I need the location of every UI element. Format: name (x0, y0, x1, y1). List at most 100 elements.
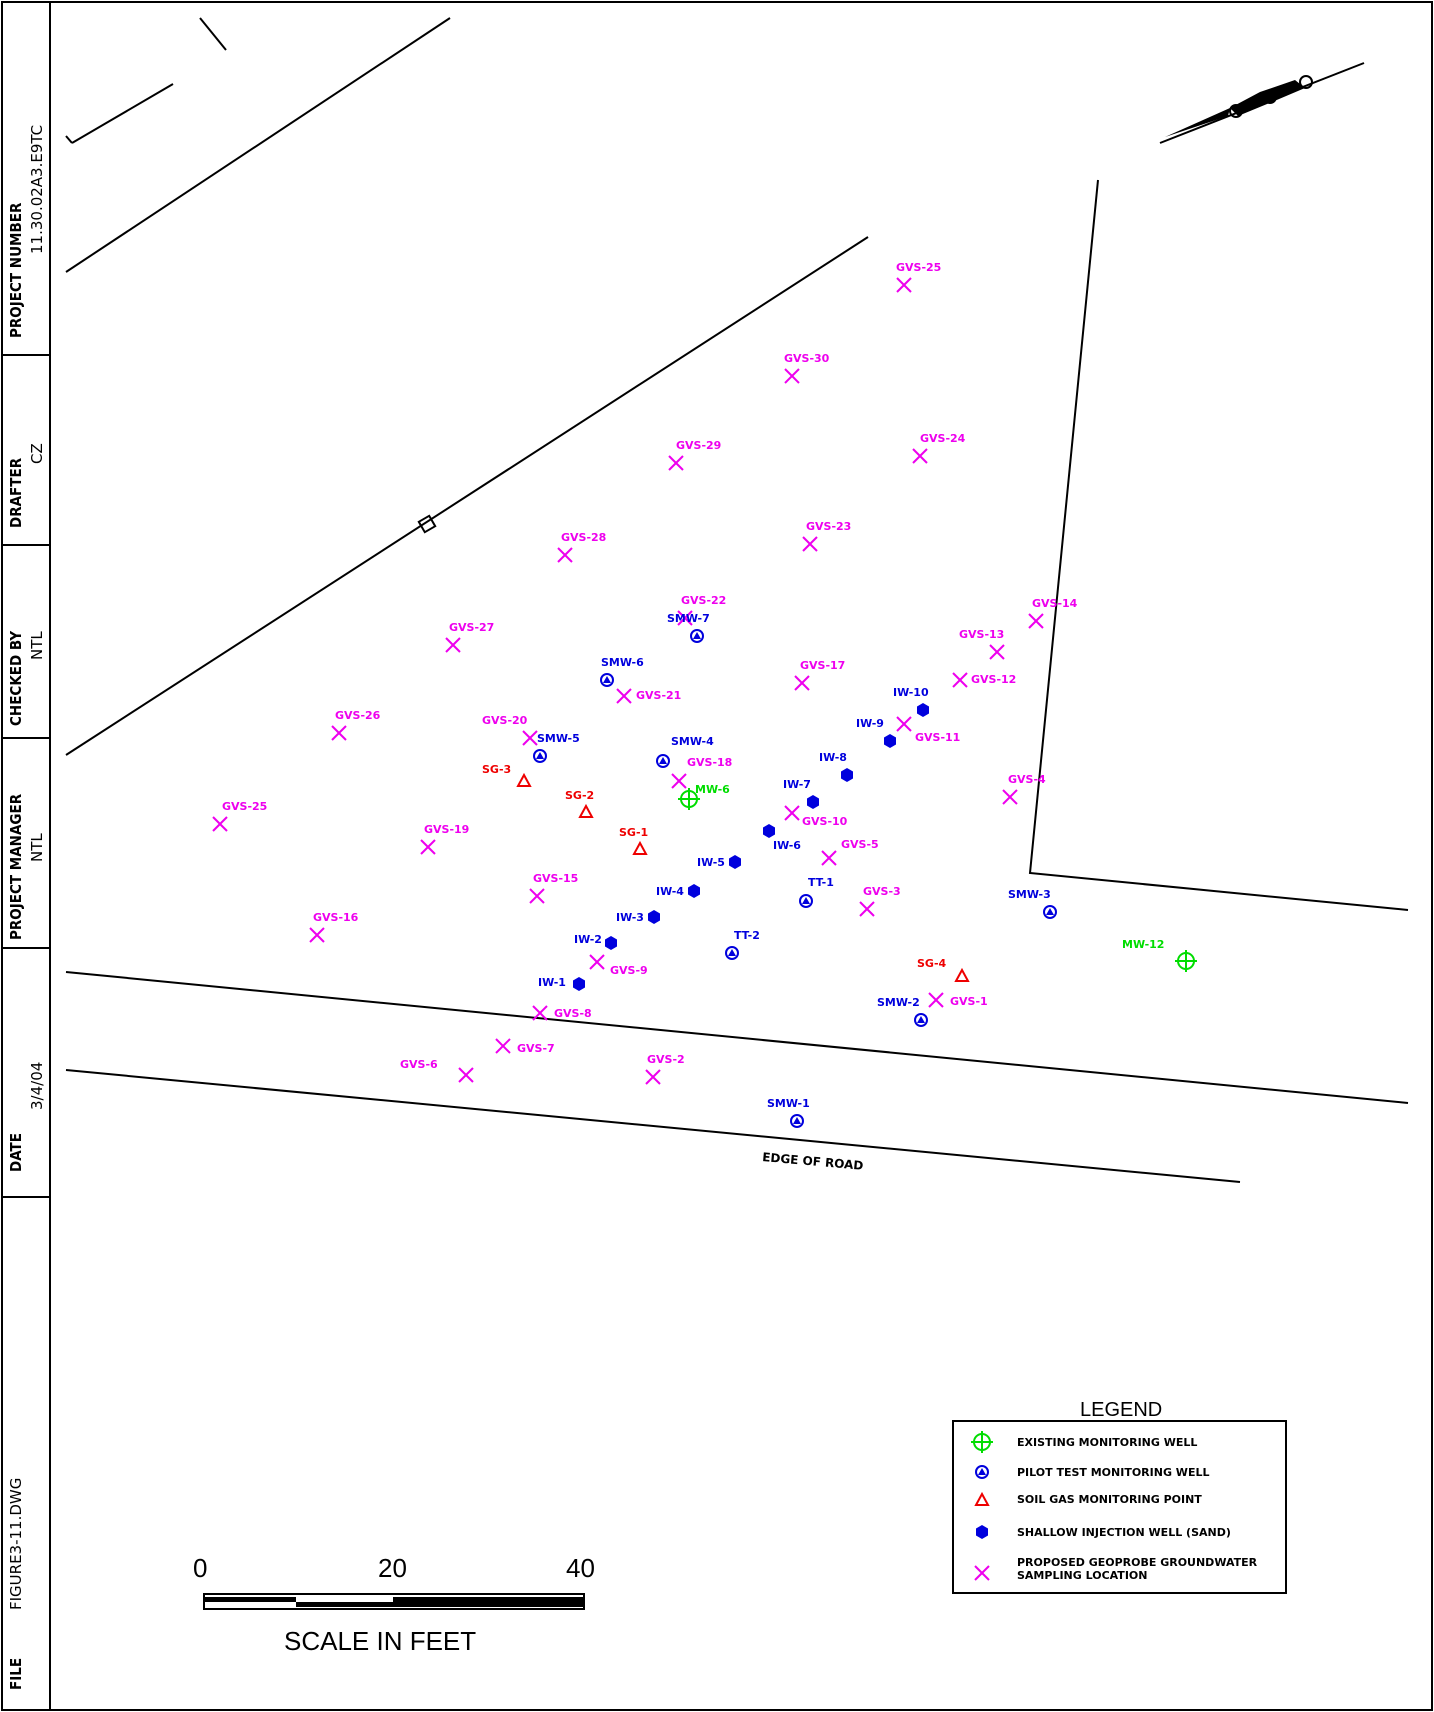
legend-item-label: PROPOSED GEOPROBE GROUNDWATER (1017, 1556, 1258, 1569)
groundwater-sample-marker (671, 773, 687, 789)
soil-gas-label: SG-4 (917, 957, 947, 970)
groundwater-sample-label: GVS-8 (554, 1007, 592, 1020)
groundwater-sample-label: GVS-4 (1008, 773, 1046, 786)
groundwater-sample-marker (912, 448, 928, 464)
date-label: DATE (7, 1133, 25, 1172)
groundwater-sample-marker (794, 675, 810, 691)
scale-bar: 0 20 40 SCALE IN FEET (193, 1553, 595, 1656)
pilot-well-label: SMW-2 (877, 996, 920, 1009)
groundwater-sample-label: GVS-14 (1032, 597, 1078, 610)
injection-well-marker (763, 824, 775, 838)
groundwater-sample-marker (952, 672, 968, 688)
groundwater-sample-marker (928, 992, 944, 1008)
pilot-well-marker (799, 894, 813, 908)
injection-well-marker (729, 855, 741, 869)
groundwater-sample-marker (802, 536, 818, 552)
injection-well-icon (976, 1525, 988, 1539)
groundwater-sample-label: GVS-11 (915, 731, 960, 744)
groundwater-sample-label: GVS-15 (533, 872, 578, 885)
legend-item-label: SAMPLING LOCATION (1017, 1569, 1147, 1582)
soil-gas-label: SG-2 (565, 789, 594, 802)
groundwater-sample-label: GVS-17 (800, 659, 845, 672)
scale-title: SCALE IN FEET (284, 1626, 476, 1656)
groundwater-sample-label: GVS-21 (636, 689, 681, 702)
parcel-line (71, 83, 174, 144)
groundwater-sample-label: GVS-1 (950, 995, 988, 1008)
pilot-well-label: SMW-5 (537, 732, 580, 745)
project-manager-value: NTL (28, 833, 46, 862)
injection-well-marker (648, 910, 660, 924)
groundwater-sample-marker (784, 805, 800, 821)
pilot-well-marker (533, 749, 547, 763)
groundwater-sample-label: GVS-19 (424, 823, 469, 836)
groundwater-sample-marker (589, 954, 605, 970)
pilot-well-marker (656, 754, 670, 768)
edge-of-road-label: EDGE OF ROAD (762, 1150, 864, 1173)
injection-well-label: IW-8 (819, 751, 847, 764)
groundwater-sample-label: GVS-18 (687, 756, 732, 769)
existing-well-label: MW-12 (1122, 938, 1164, 951)
pilot-well-icon (975, 1465, 989, 1479)
groundwater-sample-marker (668, 455, 684, 471)
date-value: 3/4/04 (28, 1062, 46, 1110)
parcel-line (199, 17, 227, 51)
checked-by-label: CHECKED BY (7, 631, 25, 726)
project-manager-label: PROJECT MANAGER (7, 793, 25, 940)
legend-item-label: SHALLOW INJECTION WELL (SAND) (1017, 1526, 1231, 1539)
file-value: FIGURE3-11.DWG (7, 1478, 25, 1610)
injection-well-label: IW-5 (697, 856, 725, 869)
road-edge-line (65, 1069, 1241, 1183)
groundwater-sample-marker (495, 1038, 511, 1054)
soil-gas-marker (954, 967, 970, 982)
pilot-well-label: SMW-6 (601, 656, 644, 669)
property-marker (417, 514, 437, 534)
parcel-line (65, 236, 869, 756)
groundwater-sample-marker (529, 888, 545, 904)
parcel-line (65, 17, 451, 273)
groundwater-sample-marker (989, 644, 1005, 660)
parcel-line (1028, 179, 1409, 911)
groundwater-sample-marker (309, 927, 325, 943)
title-block: PROJECT NUMBER 11.30.02A3.E9TC DRAFTER C… (2, 2, 51, 1710)
road-edge-line (65, 971, 1409, 1104)
groundwater-sample-marker (645, 1069, 661, 1085)
existing-well-icon (971, 1431, 993, 1453)
injection-well-marker (605, 936, 617, 950)
pilot-well-label: TT-1 (808, 876, 834, 889)
soil-gas-label: SG-1 (619, 826, 648, 839)
injection-well-label: IW-3 (616, 911, 644, 924)
groundwater-sample-marker (331, 725, 347, 741)
groundwater-sample-marker (821, 850, 837, 866)
groundwater-sample-marker (784, 368, 800, 384)
existing-well-marker (1175, 950, 1197, 972)
groundwater-sample-label: GVS-6 (400, 1058, 438, 1071)
project-number-label: PROJECT NUMBER (7, 202, 25, 338)
groundwater-sample-label: GVS-12 (971, 673, 1016, 686)
file-label: FILE (7, 1658, 25, 1690)
pilot-well-marker (790, 1114, 804, 1128)
scale-tick-label: 40 (566, 1553, 595, 1583)
legend-item-label: PILOT TEST MONITORING WELL (1017, 1466, 1209, 1479)
groundwater-sample-label: GVS-25 (896, 261, 941, 274)
groundwater-sample-marker (616, 688, 632, 704)
soil-gas-marker (578, 803, 594, 818)
groundwater-sample-marker (458, 1067, 474, 1083)
groundwater-sample-label: GVS-16 (313, 911, 359, 924)
groundwater-sample-marker (896, 716, 912, 732)
injection-well-label: IW-10 (893, 686, 929, 699)
injection-well-label: IW-7 (783, 778, 811, 791)
groundwater-sample-label: GVS-30 (784, 352, 830, 365)
injection-well-label: IW-6 (773, 839, 801, 852)
groundwater-sample-label: GVS-20 (482, 714, 528, 727)
groundwater-sample-marker (896, 277, 912, 293)
scale-tick-label: 0 (193, 1553, 207, 1583)
groundwater-sample-label: GVS-9 (610, 964, 648, 977)
groundwater-sample-label: GVS-22 (681, 594, 726, 607)
soil-gas-marker (632, 840, 648, 855)
groundwater-sample-label: GVS-28 (561, 531, 606, 544)
north-arrow-icon (1159, 62, 1365, 144)
groundwater-sample-label: GVS-29 (676, 439, 721, 452)
groundwater-sample-label: GVS-24 (920, 432, 966, 445)
